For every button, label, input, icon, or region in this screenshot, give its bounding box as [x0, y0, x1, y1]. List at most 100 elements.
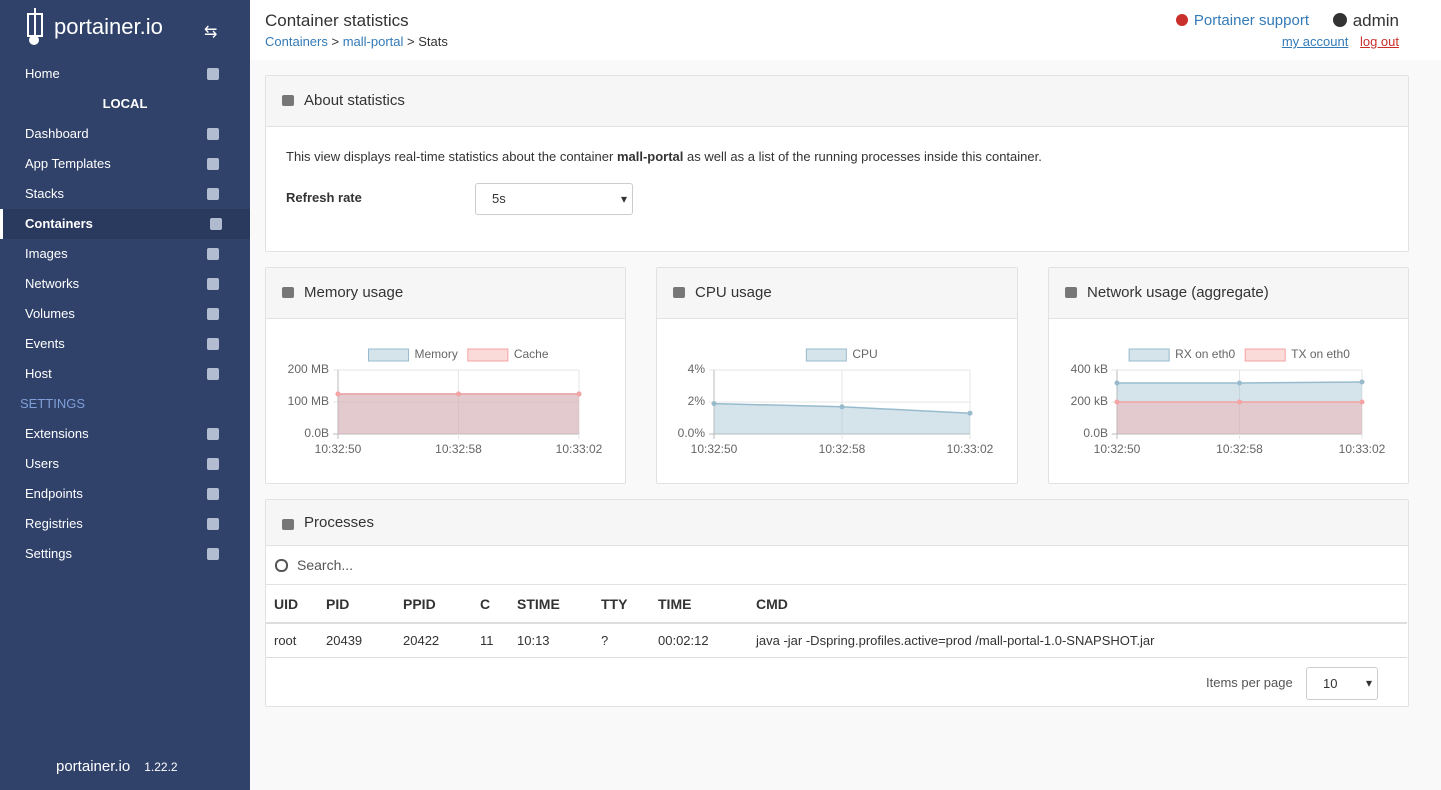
- legend-swatch: [1244, 348, 1286, 362]
- nav-label: Host: [25, 366, 52, 381]
- breadcrumb-current: Stats: [418, 34, 448, 49]
- breadcrumb-link[interactable]: mall-portal: [342, 34, 404, 49]
- nav-item[interactable]: Stacks: [0, 179, 250, 209]
- table-header-row: UID PID PPID C STIME TTY TIME CMD: [266, 585, 1407, 624]
- panel-title: Processes: [266, 500, 1408, 546]
- nav-item[interactable]: Networks: [0, 269, 250, 299]
- data-point: [1114, 399, 1120, 405]
- page-title: Container statistics: [265, 11, 409, 30]
- my-account-link[interactable]: my account: [1281, 34, 1349, 49]
- nav-label: Home: [25, 66, 60, 81]
- series-area: [338, 394, 579, 434]
- legend-label: TX on eth0: [1291, 347, 1350, 361]
- nav-item[interactable]: Images: [0, 239, 250, 269]
- nav-label: Settings: [25, 546, 72, 561]
- footer-brand: portainer.io: [56, 758, 131, 775]
- nav-icon: [207, 338, 219, 350]
- refresh-select[interactable]: 5s: [475, 183, 633, 215]
- data-point: [1359, 399, 1365, 405]
- nav-icon: [207, 68, 219, 80]
- column-header[interactable]: PPID: [403, 585, 480, 624]
- y-tick-label: 2%: [688, 394, 706, 408]
- nav-icon: [210, 218, 222, 230]
- sidebar: portainer.io ⇆ Home LOCAL Dashboard App Tem…: [0, 0, 250, 790]
- nav-item[interactable]: Home: [0, 59, 250, 89]
- y-tick-label: 0.0B: [304, 426, 329, 440]
- column-header[interactable]: TTY: [601, 585, 658, 624]
- processes-panel: Processes Search... UID PID PPID C STIME TTY T…: [265, 499, 1409, 707]
- column-header[interactable]: C: [480, 585, 517, 624]
- nav-item[interactable]: App Templates: [0, 149, 250, 179]
- brand[interactable]: portainer.io: [24, 8, 163, 46]
- breadcrumb: Containers > mall-portal > Stats: [265, 34, 448, 49]
- account-links: my account log out: [1274, 34, 1399, 49]
- y-tick-label: 4%: [688, 362, 706, 376]
- nav-item[interactable]: Endpoints: [0, 479, 250, 509]
- nav-label: Users: [25, 456, 59, 471]
- log-out-link[interactable]: log out: [1359, 34, 1399, 49]
- breadcrumb-separator: >: [331, 34, 340, 49]
- chart: 0.0B 100 MB 200 MB 10:32:50 10:32:58 10:33:02…: [288, 347, 603, 456]
- legend-swatch: [367, 348, 409, 362]
- breadcrumb-link[interactable]: Containers: [265, 34, 328, 49]
- nav-icon: [207, 428, 219, 440]
- nav-icon: [207, 248, 219, 260]
- nav-icon: [207, 158, 219, 170]
- nav-label: Dashboard: [25, 126, 89, 141]
- chart: 0.0B 200 kB 400 kB 10:32:50 10:32:58 10:33:02…: [1071, 347, 1386, 456]
- container-name: mall-portal: [616, 149, 684, 164]
- nav-item[interactable]: Registries: [0, 509, 250, 539]
- nav-label: Images: [25, 246, 68, 261]
- nav-item[interactable]: Settings: [0, 539, 250, 569]
- table-cell: 20422: [403, 623, 480, 658]
- table-row: root 20439 20422 11 10:13? 00:02:12 java -jar …: [266, 623, 1407, 658]
- data-point: [1237, 380, 1242, 386]
- nav-item[interactable]: Host: [0, 359, 250, 389]
- breadcrumb-separator: >: [407, 34, 415, 49]
- nav-label: App Templates: [25, 156, 111, 171]
- nav-item[interactable]: Volumes: [0, 299, 250, 329]
- nav-label: Networks: [25, 276, 80, 291]
- nav-item[interactable]: Dashboard: [0, 119, 250, 149]
- nav: Home LOCAL Dashboard App Templates Stacks Con…: [0, 59, 250, 569]
- column-header[interactable]: CMD: [756, 585, 1407, 624]
- nav-item[interactable]: Containers: [0, 209, 250, 239]
- nav-item[interactable]: Users: [0, 449, 250, 479]
- nav-icon: [207, 488, 219, 500]
- panel-title: Memory usage: [266, 268, 625, 319]
- items-per-page-select[interactable]: 10: [1306, 667, 1378, 700]
- about-text: This view displays real-time statistics …: [286, 149, 1042, 164]
- nav-label: Extensions: [25, 426, 89, 441]
- legend-label: CPU: [852, 347, 877, 361]
- table-cell: java -jar -Dspring.profiles.active=prod …: [756, 623, 1407, 658]
- nav-icon: [207, 518, 219, 530]
- column-header[interactable]: TIME: [658, 585, 756, 624]
- data-point: [1237, 399, 1242, 405]
- legend-label: Cache: [514, 347, 549, 361]
- column-header[interactable]: UID: [266, 585, 326, 624]
- table-cell: ?: [601, 623, 658, 658]
- legend-label: RX on eth0: [1175, 347, 1235, 361]
- nav-item[interactable]: Events: [0, 329, 250, 359]
- brand-text: portainer.io: [54, 14, 163, 39]
- search-input[interactable]: Search...: [266, 546, 1407, 585]
- series-area: [714, 403, 970, 434]
- data-point: [335, 391, 341, 397]
- sidebar-footer: portainer.io 1.22.2: [56, 758, 178, 775]
- refresh-label: Refresh rate: [286, 190, 362, 205]
- x-tick-label: 10:32:50: [691, 442, 738, 456]
- nav-icon: [207, 308, 219, 320]
- column-header[interactable]: PID: [326, 585, 403, 624]
- chart: 0.0% 2% 4% 10:32:50 10:32:58 10:33:02 CPU: [678, 347, 994, 456]
- data-point: [711, 401, 717, 407]
- nav-item[interactable]: Extensions: [0, 419, 250, 449]
- x-tick-label: 10:32:50: [1094, 442, 1141, 456]
- user-name: admin: [1333, 11, 1399, 31]
- endpoint-switch-icon[interactable]: ⇆: [204, 24, 218, 41]
- about-text-part: as well as a list of the running process…: [687, 149, 1042, 164]
- column-header[interactable]: STIME: [517, 585, 601, 624]
- about-panel: About statistics This view displays real…: [265, 75, 1409, 252]
- support-link[interactable]: Portainer support: [1176, 12, 1309, 29]
